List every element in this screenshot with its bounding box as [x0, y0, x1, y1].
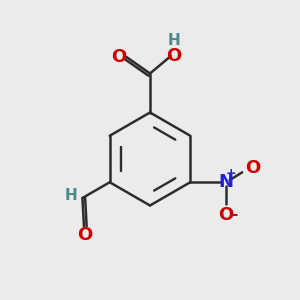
Text: -: - [232, 208, 238, 223]
Text: O: O [76, 226, 92, 244]
Text: O: O [218, 206, 233, 224]
Text: O: O [245, 159, 260, 177]
Text: +: + [226, 167, 236, 180]
Text: H: H [65, 188, 77, 202]
Text: H: H [167, 33, 180, 48]
Text: O: O [166, 47, 181, 65]
Text: O: O [111, 48, 126, 66]
Text: N: N [218, 173, 233, 191]
